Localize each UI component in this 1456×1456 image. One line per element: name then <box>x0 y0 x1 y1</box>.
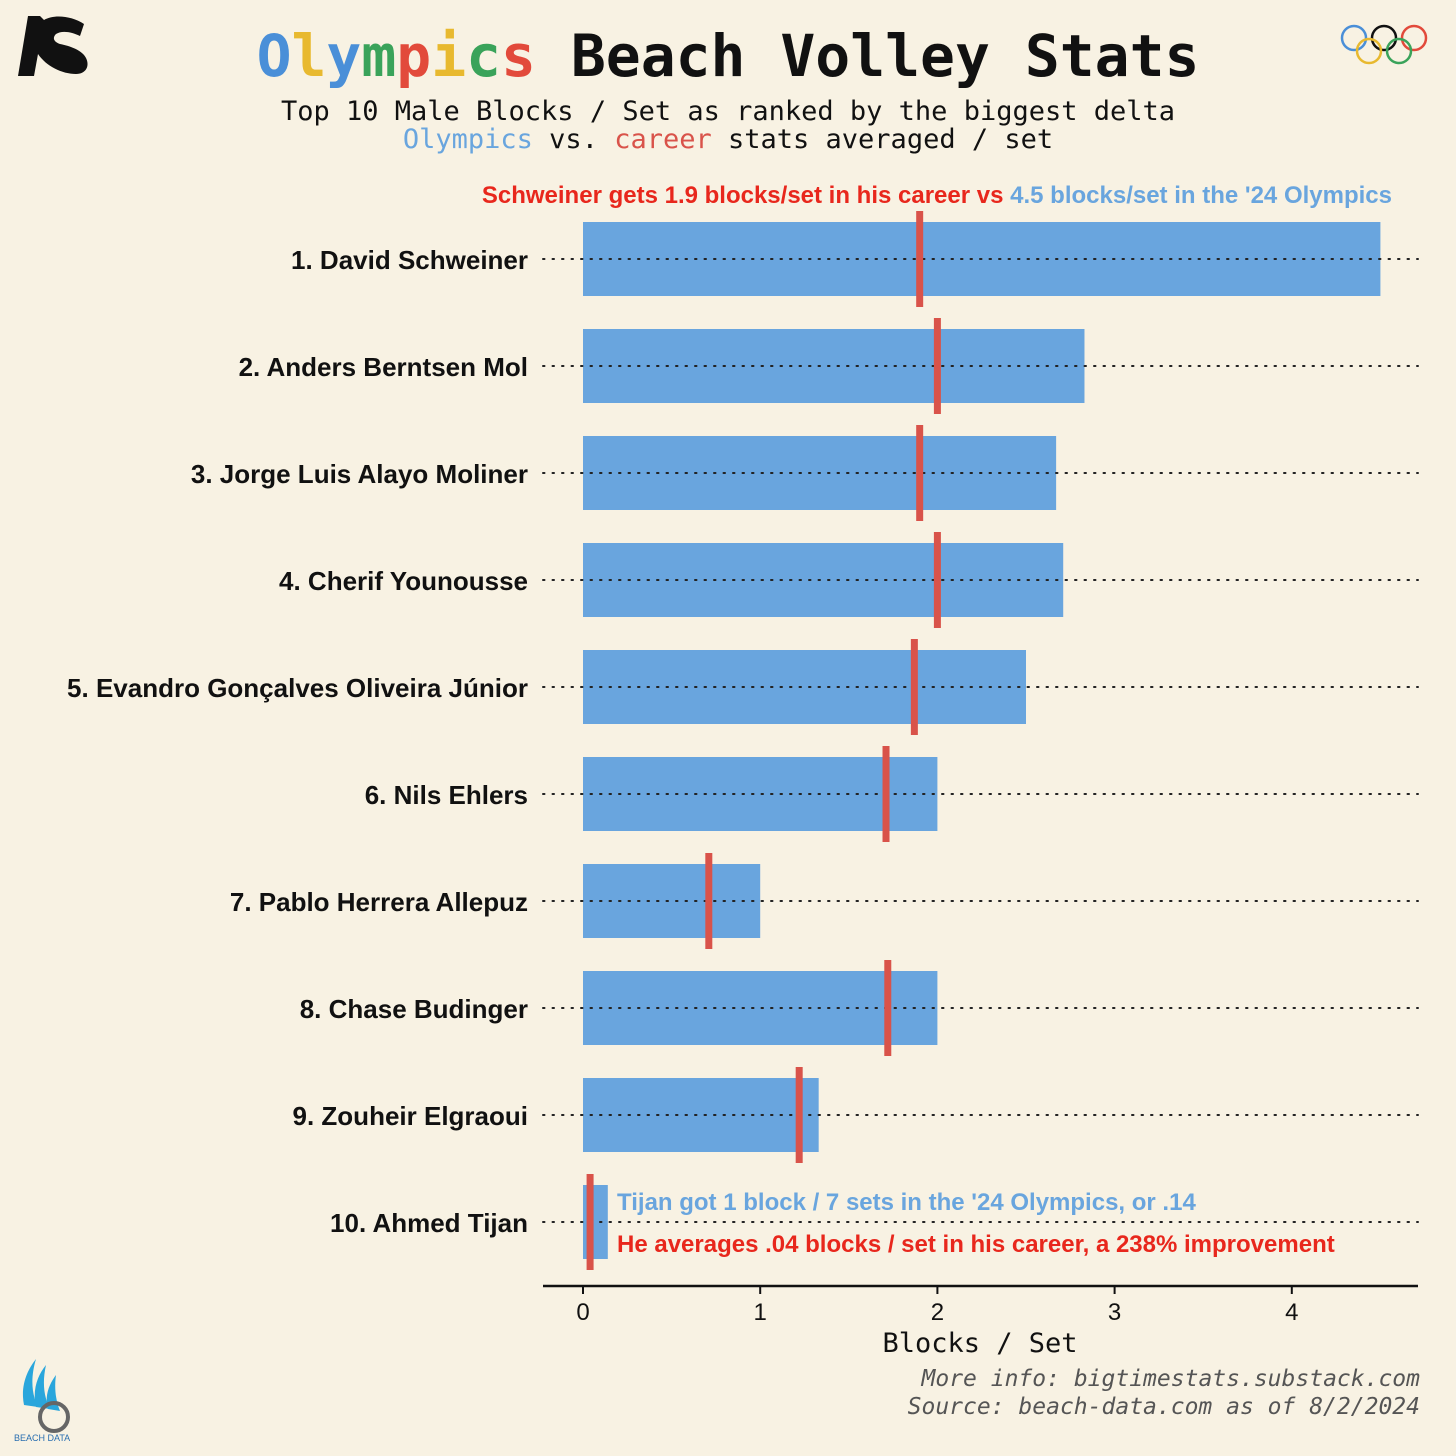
olympic-bar <box>583 864 761 938</box>
player-label: 1. David Schweiner <box>291 245 528 275</box>
player-label: 10. Ahmed Tijan <box>330 1208 528 1238</box>
title-rest: Beach Volley Stats <box>535 22 1200 90</box>
x-tick-label: 4 <box>1285 1299 1298 1326</box>
top-annotation: Schweiner gets 1.9 blocks/set in his car… <box>482 182 1392 209</box>
player-label: 7. Pablo Herrera Allepuz <box>230 887 528 917</box>
title-letter-7: s <box>501 22 536 90</box>
subtitle-rest: stats averaged / set <box>711 124 1054 155</box>
beach-data-logo: BEACH DATA <box>14 1359 70 1443</box>
player-label: 8. Chase Budinger <box>300 994 528 1024</box>
x-tick-label: 3 <box>1108 1299 1121 1326</box>
title-olympics-word: Olympics <box>257 22 536 90</box>
subtitle-olympics: Olympics <box>402 124 533 155</box>
olympic-bar <box>583 971 938 1045</box>
title-letter-6: c <box>466 22 502 90</box>
tijan-olympic-annotation: Tijan got 1 block / 7 sets in the '24 Ol… <box>617 1189 1196 1216</box>
olympic-bar <box>583 757 938 831</box>
x-tick-label: 1 <box>754 1299 767 1326</box>
subtitle-vs: vs. <box>532 124 615 155</box>
olympic-bar <box>583 543 1064 617</box>
title-letter-2: y <box>326 22 362 90</box>
beach-data-logo-text: BEACH DATA <box>14 1433 70 1443</box>
title-letter-4: p <box>396 22 432 90</box>
olympic-bar <box>583 1078 819 1152</box>
x-tick-label: 2 <box>931 1299 944 1326</box>
stats-s-logo <box>18 16 88 76</box>
tijan-career-annotation: He averages .04 blocks / set in his care… <box>617 1231 1335 1258</box>
title-letter-1: l <box>291 22 327 90</box>
footer-source: Source: beach-data.com as of 8/2/2024 <box>907 1394 1420 1420</box>
x-axis-label: Blocks / Set <box>882 1328 1077 1359</box>
subtitle-line2: Olympics vs. career stats averaged / set <box>0 124 1456 155</box>
player-label: 6. Nils Ehlers <box>365 780 528 810</box>
title-letter-5: i <box>431 22 467 90</box>
olympic-rings-icon <box>1340 24 1428 65</box>
title-letter-0: O <box>256 22 292 90</box>
footer-more-info: More info: bigtimestats.substack.com <box>921 1366 1421 1392</box>
chart-title: Olympics Beach Volley Stats <box>0 22 1456 90</box>
x-tick-label: 0 <box>576 1299 589 1326</box>
player-label: 4. Cherif Younousse <box>279 566 528 596</box>
player-label: 9. Zouheir Elgraoui <box>293 1101 528 1131</box>
player-label: 3. Jorge Luis Alayo Moliner <box>191 459 528 489</box>
subtitle-career: career <box>614 124 712 155</box>
player-label: 2. Anders Berntsen Mol <box>239 352 528 382</box>
player-label: 5. Evandro Gonçalves Oliveira Júnior <box>67 673 528 703</box>
top-annotation-olympics: 4.5 blocks/set in the '24 Olympics <box>1010 182 1392 209</box>
subtitle-line1: Top 10 Male Blocks / Set as ranked by th… <box>280 96 1176 127</box>
title-letter-3: m <box>361 22 397 90</box>
top-annotation-career: Schweiner gets 1.9 blocks/set in his car… <box>482 182 1010 209</box>
